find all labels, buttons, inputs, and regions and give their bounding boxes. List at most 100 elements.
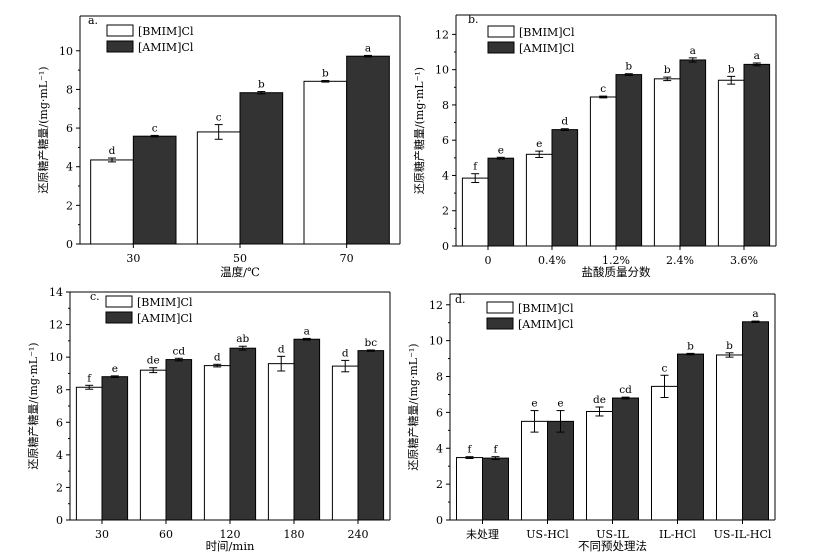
bar [90,159,134,245]
y-tick-label: 12 [429,299,443,312]
legend-label: [AMIM]Cl [138,41,194,54]
y-tick-label: 6 [56,416,63,429]
bar [717,79,745,247]
y-tick-label: 10 [59,45,73,58]
legend-swatch [486,301,514,314]
bar [303,80,348,245]
y-tick-label: 2 [436,478,443,491]
significance-letter: e [557,398,563,410]
y-tick-label: 10 [429,335,443,348]
bar [229,347,257,521]
panel-label: a. [88,14,98,27]
legend-swatch [487,41,515,54]
legend-label: [BMIM]Cl [518,302,574,315]
bar [331,365,359,521]
x-axis-label: 时间/min [206,539,255,553]
bar [743,63,771,247]
significance-letter: a [690,45,696,57]
x-tick-label: 240 [348,528,369,541]
y-tick-label: 6 [442,134,449,147]
bar [196,131,241,245]
x-tick-label: 60 [159,528,173,541]
y-tick-label: 8 [436,371,443,384]
bar [487,157,515,247]
y-tick-label: 4 [442,169,449,182]
bar [589,96,617,247]
significance-letter: d [342,347,349,359]
significance-letter: e [498,144,504,156]
bar [679,59,707,247]
bar [139,369,167,521]
legend-swatch [105,295,133,308]
bar [547,420,574,521]
x-tick-label: US-IL [596,528,629,541]
x-tick-label: 50 [233,252,247,265]
legend-label: [AMIM]Cl [518,318,574,331]
significance-letter: c [662,362,668,374]
bar [586,410,613,521]
bar [461,177,489,247]
legend-swatch [106,24,134,37]
x-tick-label: 120 [220,528,241,541]
y-tick-label: 4 [66,161,73,174]
bar [551,129,579,247]
y-tick-label: 8 [66,83,73,96]
legend-swatch [106,40,134,53]
significance-letter: b [258,79,265,91]
significance-letter: b [728,63,735,75]
x-tick-label: 1.2% [602,254,630,267]
x-tick-label: 2.4% [666,254,694,267]
bar [75,386,103,521]
bar [101,376,129,521]
significance-letter: d [109,145,116,157]
bar [482,457,509,521]
x-axis-label: 不同预处理法 [578,539,647,553]
significance-letter: c [600,83,606,95]
significance-letter: f [473,161,478,173]
significance-letter: f [87,372,92,384]
y-tick-label: 6 [66,122,73,135]
y-tick-label: 10 [435,64,449,77]
x-tick-label: 0 [485,254,492,267]
significance-letter: d [214,351,221,363]
significance-letter: b [664,64,671,76]
significance-letter: e [536,138,542,150]
significance-letter: e [531,398,537,410]
significance-letter: b [687,340,694,352]
bar [521,420,548,521]
y-tick-label: 12 [435,28,449,41]
y-tick-label: 4 [56,449,63,462]
y-axis-label: 还原糖产糖量/(mg·mL⁻¹) [26,342,40,469]
x-tick-label: 未处理 [466,528,499,541]
significance-letter: cd [619,384,632,396]
significance-letter: c [216,112,222,124]
bar [132,135,177,245]
bar [615,74,643,247]
y-tick-label: 0 [56,514,63,527]
significance-letter: de [593,394,606,406]
x-axis-label: 温度/℃ [220,265,260,279]
bar [677,353,704,521]
bar [525,153,553,247]
panel-label: c. [90,290,100,303]
significance-letter: cd [172,345,185,357]
legend-label: [BMIM]Cl [137,296,193,309]
bar [716,354,743,521]
significance-letter: bc [364,337,377,349]
x-tick-label: IL-HCl [659,528,696,541]
y-tick-label: 10 [49,351,63,364]
x-tick-label: 3.6% [730,254,758,267]
legend-label: [BMIM]Cl [519,26,575,39]
bar [653,78,681,247]
y-tick-label: 8 [56,384,63,397]
significance-letter: e [112,363,118,375]
y-tick-label: 2 [56,481,63,494]
y-tick-label: 4 [436,442,443,455]
significance-letter: d [278,343,285,355]
y-tick-label: 2 [66,199,73,212]
significance-letter: a [752,308,758,320]
bar [346,55,390,245]
chart-panel-4: f f 未处理 e e US-HCl de cd US-IL c b IL-HCl b a US-IL-HC… [406,293,776,553]
